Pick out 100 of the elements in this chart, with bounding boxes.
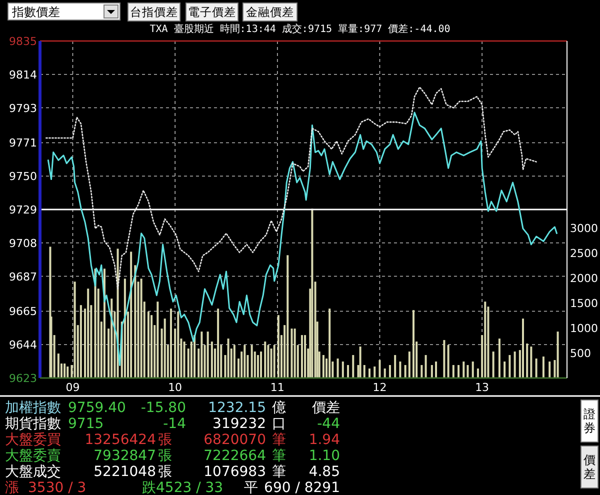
text: 金融價差 [246, 5, 294, 19]
y-tick-label: 9793 [9, 102, 37, 115]
bar [244, 345, 246, 378]
bar [542, 356, 544, 378]
text: 1.10 [308, 448, 340, 464]
y-tick-label: 9729 [9, 204, 37, 216]
bar [294, 328, 296, 378]
bar [399, 362, 402, 378]
bar [300, 335, 303, 378]
text: 價差 [584, 453, 596, 481]
bar [177, 312, 180, 378]
y-tick-label: 9771 [9, 136, 37, 150]
bar [363, 365, 366, 378]
bar [548, 362, 551, 378]
bar [286, 255, 289, 378]
text: 筆 [272, 432, 286, 448]
bar [87, 288, 90, 378]
bar [484, 302, 486, 378]
bar [264, 342, 266, 378]
bar [206, 332, 209, 378]
bar [424, 355, 427, 378]
text: 9715 [68, 416, 104, 432]
text: 大盤成交 [5, 464, 61, 480]
bar [130, 252, 132, 378]
bar [430, 365, 433, 378]
text: 1232.15 [208, 400, 266, 416]
x-tick-label: 09 [66, 381, 80, 394]
bar [352, 355, 354, 378]
bar [328, 308, 331, 378]
bar [412, 310, 415, 378]
bar [378, 360, 381, 378]
bar [134, 265, 136, 378]
y-tick-label: 9665 [9, 305, 37, 318]
text: 期貨指數 [5, 416, 61, 432]
bar [140, 278, 142, 378]
bar [273, 345, 276, 378]
bar [492, 352, 494, 378]
text: 319232 [212, 416, 266, 432]
bar [522, 318, 524, 378]
bar [374, 366, 376, 378]
bar [347, 365, 350, 378]
bar [508, 355, 511, 378]
y2-tick-label: 1000 [570, 322, 598, 336]
bar [342, 362, 344, 378]
bar [290, 328, 293, 378]
bar [270, 348, 272, 378]
bar [530, 346, 532, 378]
bar [452, 365, 454, 378]
bar [80, 305, 82, 378]
chart-title: TXA 臺股期近 時間:13:44 成交:9715 單量:977 價差:-44.00 [150, 23, 450, 35]
y-tick-label: 9835 [9, 35, 37, 48]
y2-tick-label: 500 [570, 347, 591, 360]
text: 證券 [584, 407, 596, 435]
bar [103, 268, 106, 378]
text: -14 [163, 416, 186, 432]
bar [156, 302, 159, 378]
bar [200, 332, 203, 378]
bar [404, 365, 406, 378]
bar [359, 346, 362, 378]
text: 加權指數 [5, 400, 61, 416]
bar [210, 342, 213, 378]
bar [394, 355, 396, 378]
x-tick-label: 12 [372, 381, 387, 394]
text: 指數價差 [11, 5, 60, 19]
y2-tick-label: 2000 [570, 272, 598, 286]
text: 平 [244, 480, 258, 495]
text: 13256424 [84, 432, 156, 448]
bar [250, 345, 253, 378]
y-tick-label: 9708 [9, 236, 37, 250]
bar [277, 315, 280, 378]
y2-tick-label: 3000 [570, 222, 598, 236]
y-tick-label: 9814 [9, 68, 37, 82]
bar [535, 358, 538, 378]
x-tick-label: 10 [168, 381, 182, 394]
text: 5221048 [94, 464, 156, 480]
text: 4.85 [308, 464, 340, 480]
bar [458, 365, 460, 378]
bar [183, 342, 186, 378]
bar [462, 362, 465, 378]
bar [447, 345, 450, 378]
bar [66, 366, 69, 378]
bar [256, 355, 259, 378]
text: 6820070 [204, 432, 266, 448]
bar [322, 355, 324, 378]
bar [368, 368, 371, 378]
text: 筆 [272, 464, 286, 480]
y-tick-label: 9623 [9, 372, 37, 385]
bar [514, 352, 516, 378]
bar [304, 335, 306, 378]
line-series [45, 86, 537, 290]
bar [311, 208, 314, 378]
text: 張 [158, 432, 172, 448]
bar [57, 354, 60, 378]
text: 筆 [272, 448, 286, 464]
bar [408, 352, 410, 378]
bar [170, 308, 172, 378]
bar [420, 365, 423, 378]
x-tick-label: 13 [475, 381, 490, 394]
bar [64, 364, 66, 378]
text: 4523 / 33 [156, 480, 224, 495]
